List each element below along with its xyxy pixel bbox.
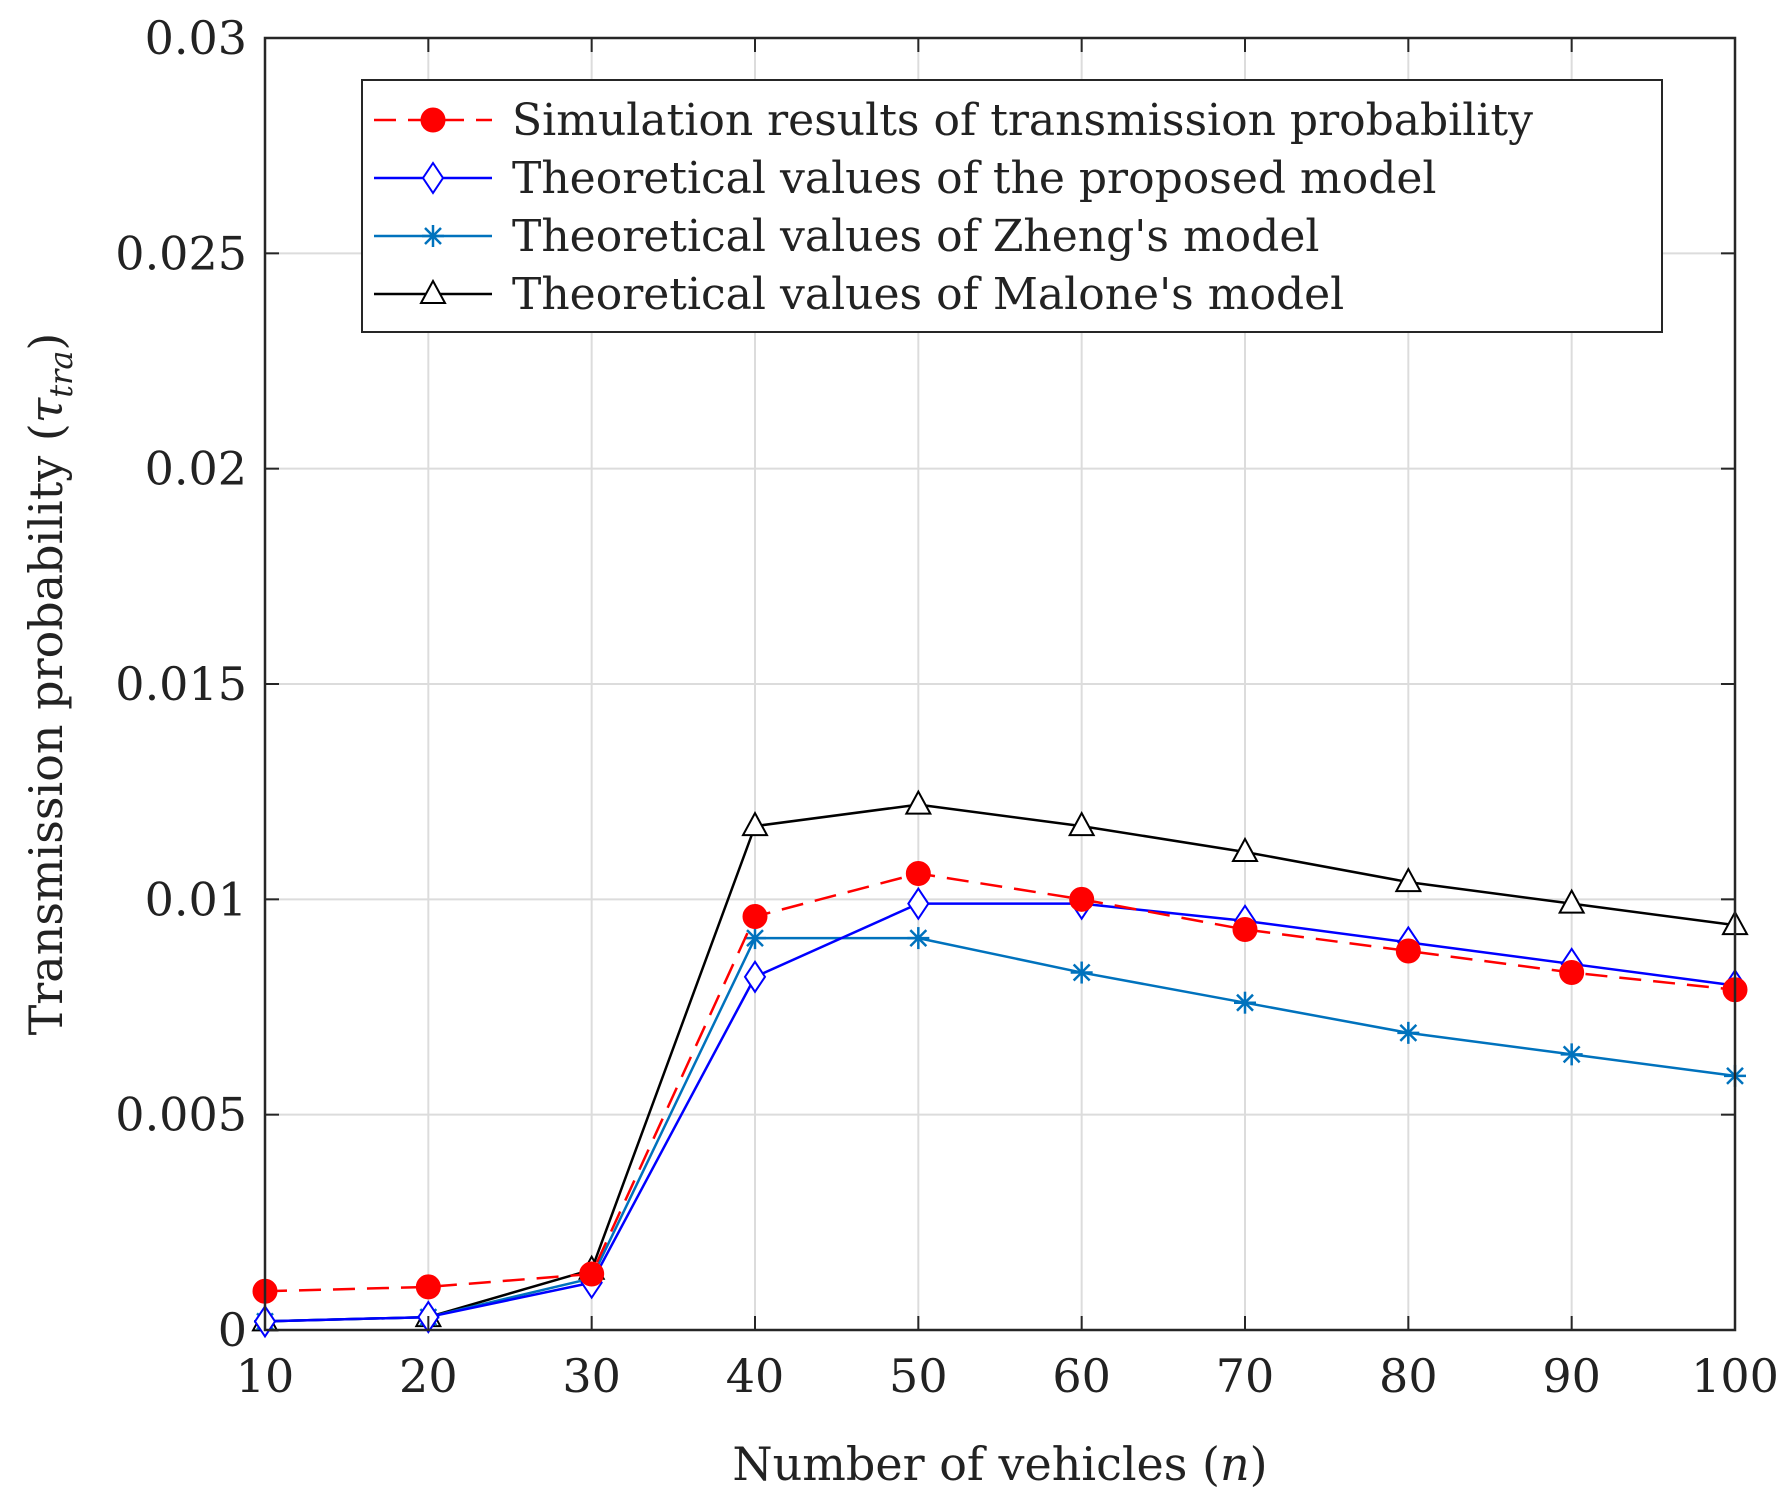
data-point	[422, 225, 444, 247]
y-tick-label: 0	[218, 1303, 247, 1357]
legend-entry-3: Theoretical values of Malone's model	[374, 269, 1344, 320]
legend-label: Theoretical values of the proposed model	[512, 153, 1437, 204]
data-point	[579, 1261, 605, 1287]
x-tick-label: 100	[1691, 1349, 1779, 1403]
series-line	[264, 872, 1736, 1293]
asterisk-stroke	[1072, 963, 1091, 982]
legend-box	[361, 79, 1663, 333]
data-point	[1069, 886, 1095, 912]
data-point	[1395, 938, 1421, 964]
asterisk-stroke	[424, 227, 442, 245]
series-line	[264, 902, 1736, 1323]
data-point	[1557, 888, 1586, 914]
data-point	[743, 960, 767, 994]
data-point	[421, 161, 445, 195]
data-point	[907, 927, 930, 950]
legend-label: Theoretical values of Malone's model	[512, 269, 1344, 320]
y-tick-label: 0.02	[145, 442, 247, 496]
data-point	[1560, 1043, 1583, 1066]
x-tick-label: 50	[889, 1349, 948, 1403]
data-point	[1070, 961, 1093, 984]
asterisk-stroke	[1236, 993, 1254, 1012]
y-tick-label: 0.015	[115, 657, 247, 711]
y-tick-label: 0.01	[145, 872, 247, 926]
data-point	[1234, 991, 1256, 1014]
data-point	[905, 860, 931, 886]
x-tick-label: 10	[236, 1349, 295, 1403]
legend-label: Simulation results of transmission proba…	[512, 95, 1533, 146]
data-point	[907, 886, 930, 921]
data-point	[420, 107, 446, 133]
legend-entry-2: Theoretical values of Zheng's model	[374, 211, 1319, 262]
data-point	[419, 278, 447, 304]
data-point	[415, 1274, 441, 1300]
data-point	[744, 927, 766, 950]
series-line	[264, 936, 1736, 1323]
x-axis-title: Number of vehicles (n)	[732, 1437, 1267, 1491]
data-point	[1559, 960, 1585, 986]
legend-label: Theoretical values of Zheng's model	[512, 211, 1319, 262]
series-line	[264, 803, 1736, 1323]
y-tick-label: 0.025	[115, 226, 247, 280]
x-tick-label: 30	[562, 1349, 621, 1403]
x-tick-label: 40	[726, 1349, 785, 1403]
data-point	[1067, 811, 1096, 837]
data-point	[741, 811, 769, 837]
y-tick-label: 0.03	[145, 11, 247, 65]
asterisk-stroke	[909, 929, 928, 947]
x-tick-label: 80	[1379, 1349, 1438, 1403]
data-point	[1231, 836, 1259, 862]
data-point	[1394, 867, 1423, 893]
x-tick-label: 90	[1542, 1349, 1601, 1403]
x-tick-label: 60	[1052, 1349, 1111, 1403]
x-tick-label: 70	[1216, 1349, 1275, 1403]
x-tick-label: 20	[399, 1349, 458, 1403]
y-tick-label: 0.005	[115, 1088, 247, 1142]
axis-ticks: 10 20 30 40 50 60 70 80 90 100 0 0.005 0.01 0.015 0.02…	[115, 11, 1779, 1403]
data-point	[742, 904, 768, 930]
asterisk-stroke	[1399, 1023, 1418, 1042]
data-point	[1232, 916, 1258, 942]
data-point	[904, 789, 933, 815]
y-axis-title: Transmission probability (τtra)	[19, 333, 80, 1036]
data-point	[1397, 1021, 1420, 1044]
legend: Simulation results of transmission proba…	[361, 79, 1663, 333]
legend-entry-1: Theoretical values of the proposed model	[374, 153, 1437, 204]
asterisk-stroke	[746, 929, 764, 947]
asterisk-stroke	[1562, 1045, 1581, 1064]
legend-entry-0: Simulation results of transmission proba…	[374, 95, 1533, 146]
